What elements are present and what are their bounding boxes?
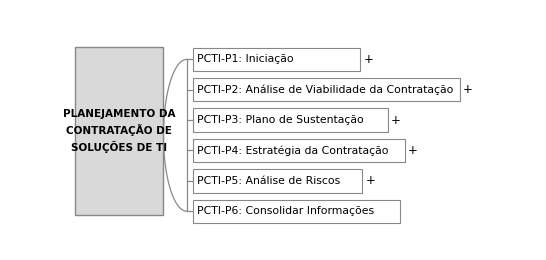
FancyBboxPatch shape bbox=[75, 47, 163, 215]
Text: PCTI-P5: Análise de Riscos: PCTI-P5: Análise de Riscos bbox=[197, 176, 341, 186]
FancyBboxPatch shape bbox=[193, 78, 460, 101]
Text: PLANEJAMENTO DA
CONTRATAÇÃO DE
SOLUÇÕES DE TI: PLANEJAMENTO DA CONTRATAÇÃO DE SOLUÇÕES … bbox=[63, 109, 175, 153]
Text: +: + bbox=[366, 174, 376, 187]
Text: PCTI-P2: Análise de Viabilidade da Contratação: PCTI-P2: Análise de Viabilidade da Contr… bbox=[197, 84, 454, 95]
Text: +: + bbox=[391, 114, 401, 127]
FancyBboxPatch shape bbox=[193, 48, 360, 71]
Text: +: + bbox=[364, 53, 373, 66]
FancyBboxPatch shape bbox=[193, 199, 400, 223]
Text: PCTI-P3: Plano de Sustentação: PCTI-P3: Plano de Sustentação bbox=[197, 115, 364, 125]
Text: +: + bbox=[408, 144, 418, 157]
FancyBboxPatch shape bbox=[193, 108, 388, 132]
FancyBboxPatch shape bbox=[193, 169, 363, 193]
Text: PCTI-P1: Iniciação: PCTI-P1: Iniciação bbox=[197, 54, 294, 64]
Text: +: + bbox=[463, 83, 473, 96]
FancyBboxPatch shape bbox=[193, 139, 405, 162]
Text: PCTI-P6: Consolidar Informações: PCTI-P6: Consolidar Informações bbox=[197, 206, 375, 216]
Text: PCTI-P4: Estratégia da Contratação: PCTI-P4: Estratégia da Contratação bbox=[197, 145, 389, 156]
